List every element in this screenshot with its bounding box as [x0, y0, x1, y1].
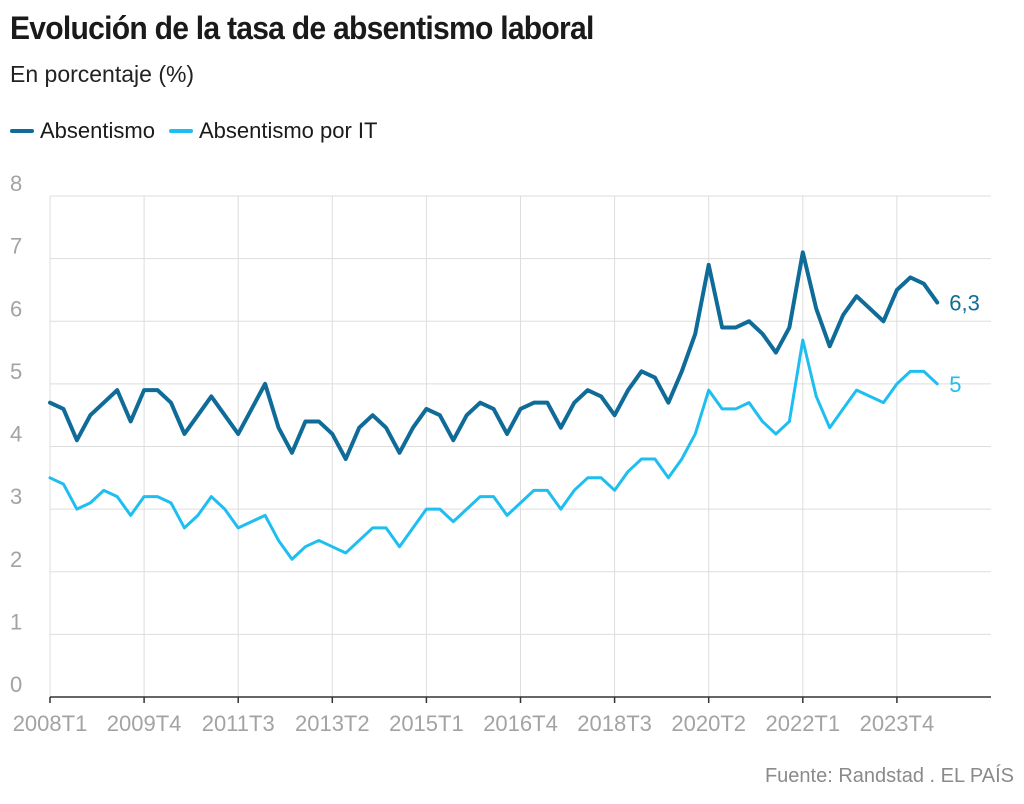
legend-item-absentismo-it: Absentismo por IT	[168, 118, 378, 144]
y-tick-label: 2	[10, 547, 22, 572]
y-tick-label: 5	[10, 359, 22, 384]
y-tick-label: 0	[10, 672, 22, 697]
legend-swatch-absentismo	[10, 129, 34, 133]
x-tick-label: 2022T1	[765, 711, 840, 736]
x-tick-label: 2018T3	[577, 711, 652, 736]
x-axis-ticks: 2008T1 2009T4 2011T3 2013T2 2015T1 2016T4 2018…	[13, 696, 991, 736]
y-tick-label: 8	[10, 171, 22, 196]
legend-swatch-absentismo-it	[168, 129, 193, 133]
chart-title: Evolución de la tasa de absentismo labor…	[10, 10, 594, 46]
series-line-absentismo	[48, 250, 940, 462]
x-tick-label: 2009T4	[107, 711, 182, 736]
end-labels: 6,35	[949, 290, 980, 396]
chart-subtitle: En porcentaje (%)	[10, 61, 195, 87]
x-tick-label: 2020T2	[671, 711, 746, 736]
x-tick-label: 2023T4	[860, 711, 935, 736]
x-tick-label: 2016T4	[483, 711, 558, 736]
end-label: 5	[949, 372, 961, 397]
series-line-absentismo-it	[48, 338, 939, 561]
chart-legend: Absentismo Absentismo por IT	[10, 118, 391, 144]
y-tick-label: 1	[10, 609, 22, 634]
y-tick-label: 7	[10, 234, 22, 259]
x-tick-label: 2011T3	[202, 711, 275, 736]
y-tick-label: 3	[10, 484, 22, 509]
y-tick-label: 6	[10, 296, 22, 321]
series-lines	[48, 250, 940, 561]
x-tick-label: 2008T1	[13, 711, 88, 736]
x-tick-label: 2015T1	[389, 711, 464, 736]
source-note: Fuente: Randstad . EL PAÍS	[764, 765, 1014, 787]
end-label: 6,3	[949, 290, 980, 315]
x-tick-label: 2013T2	[295, 711, 370, 736]
legend-label-absentismo: Absentismo	[40, 118, 155, 143]
y-axis-ticks: 0 1 2 3 4 5 6 7 8	[10, 171, 22, 697]
legend-label-absentismo-it: Absentismo por IT	[198, 118, 378, 143]
legend-item-absentismo: Absentismo	[10, 118, 155, 144]
y-tick-label: 4	[10, 422, 22, 447]
grid-lines	[49, 195, 991, 697]
